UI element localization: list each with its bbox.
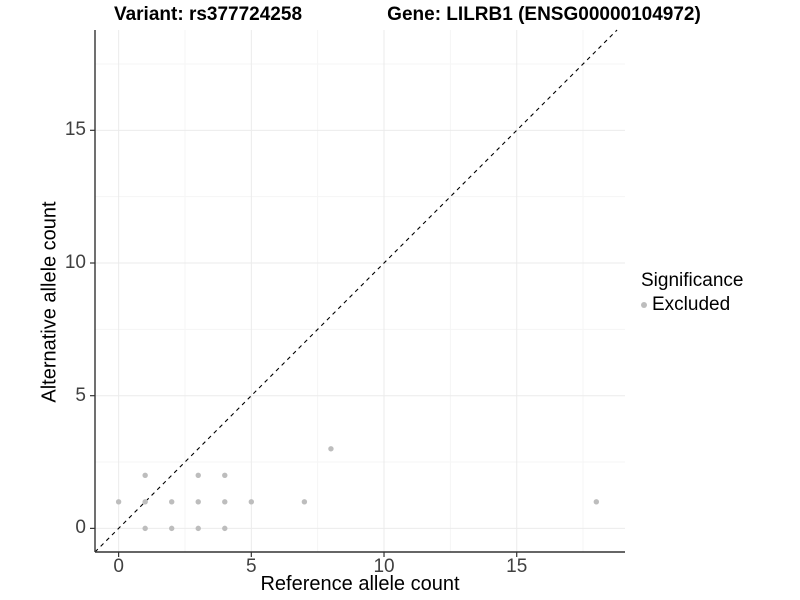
data-point — [195, 472, 201, 479]
y-axis-title: Alternative allele count — [38, 201, 61, 403]
data-point — [169, 525, 175, 532]
data-point — [328, 446, 334, 452]
data-point — [248, 499, 255, 505]
data-point — [142, 525, 148, 532]
data-point — [222, 525, 228, 532]
plot-title-variant: Variant: rs377724258 — [113, 4, 303, 25]
y-tick-label: 10 — [64, 252, 86, 273]
y-tick-label: 15 — [64, 119, 86, 141]
data-point — [222, 472, 228, 479]
data-point — [195, 525, 201, 532]
excluded-point-icon — [641, 302, 647, 308]
legend: Significance Excluded — [641, 270, 743, 316]
data-point — [195, 499, 201, 505]
data-point — [142, 472, 148, 479]
data-point — [169, 499, 175, 505]
y-tick-label: 0 — [75, 517, 86, 539]
legend-entry-label: Excluded — [652, 294, 731, 315]
x-tick-label: 10 — [373, 556, 395, 577]
x-tick-label: 5 — [246, 556, 257, 577]
data-point — [593, 499, 600, 505]
data-point — [142, 499, 148, 505]
data-point — [115, 499, 122, 505]
x-tick-label: 0 — [113, 556, 124, 577]
x-tick-label: 15 — [506, 556, 528, 577]
legend-entry-excluded: Excluded — [641, 294, 743, 316]
x-axis-title: Reference allele count — [260, 573, 460, 595]
identity-dashed-line — [94, 29, 618, 553]
data-point — [301, 499, 308, 505]
y-tick-label: 5 — [75, 384, 86, 406]
legend-title: Significance — [641, 270, 744, 291]
data-point — [222, 499, 228, 505]
plot-title-gene: Gene: LILRB1 (ENSG00000104972) — [387, 4, 701, 25]
